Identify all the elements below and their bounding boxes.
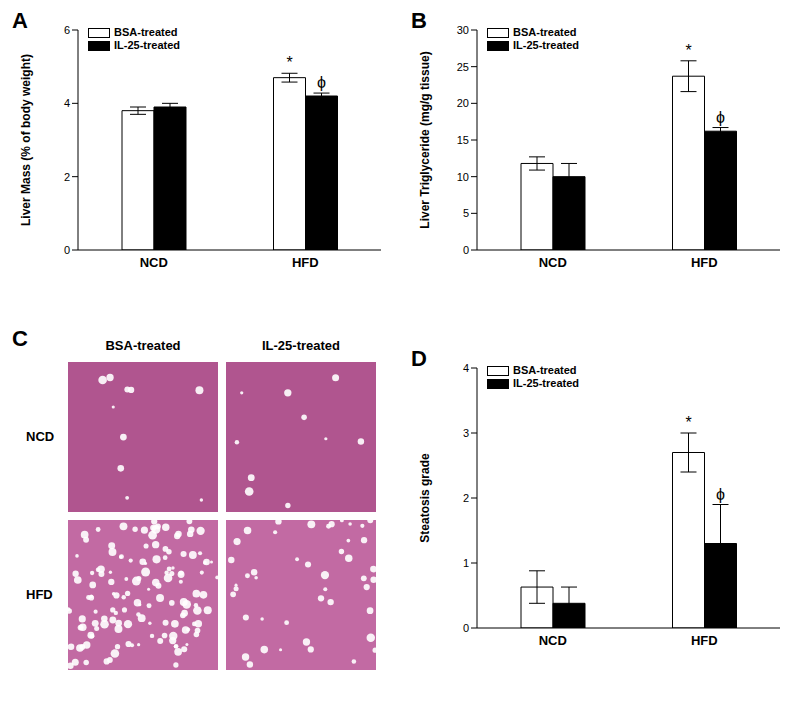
svg-text:NCD: NCD bbox=[539, 255, 567, 270]
svg-text:4: 4 bbox=[64, 97, 70, 109]
svg-text:Liver Triglyceride (mg/g tissu: Liver Triglyceride (mg/g tissue) bbox=[418, 51, 432, 228]
svg-text:1: 1 bbox=[463, 557, 469, 569]
html-text:BSA-treated: BSA-treated bbox=[114, 26, 178, 38]
svg-text:2: 2 bbox=[64, 171, 70, 183]
svg-text:Steatosis grade: Steatosis grade bbox=[418, 453, 432, 543]
svg-text:0: 0 bbox=[463, 244, 469, 256]
svg-text:20: 20 bbox=[457, 97, 469, 109]
html-text:D: D bbox=[411, 346, 427, 371]
svg-text:HFD: HFD bbox=[292, 255, 319, 270]
svg-text:*: * bbox=[286, 54, 292, 71]
svg-text:6: 6 bbox=[64, 24, 70, 36]
svg-text:3: 3 bbox=[463, 427, 469, 439]
svg-text:ϕ: ϕ bbox=[716, 486, 725, 503]
html-text:C: C bbox=[12, 326, 28, 351]
svg-text:ϕ: ϕ bbox=[716, 109, 725, 126]
html-text:BSA-treated: BSA-treated bbox=[513, 26, 577, 38]
svg-text:0: 0 bbox=[463, 622, 469, 634]
svg-text:HFD: HFD bbox=[691, 633, 718, 648]
svg-text:15: 15 bbox=[457, 134, 469, 146]
html-text:IL-25-treated: IL-25-treated bbox=[114, 39, 180, 51]
html-text:A: A bbox=[12, 8, 28, 33]
svg-text:ϕ: ϕ bbox=[317, 74, 326, 91]
svg-text:25: 25 bbox=[457, 61, 469, 73]
svg-text:*: * bbox=[685, 414, 691, 431]
svg-text:0: 0 bbox=[64, 244, 70, 256]
svg-text:30: 30 bbox=[457, 24, 469, 36]
html-text:HFD: HFD bbox=[26, 587, 53, 602]
svg-text:HFD: HFD bbox=[691, 255, 718, 270]
svg-text:10: 10 bbox=[457, 171, 469, 183]
svg-text:NCD: NCD bbox=[140, 255, 168, 270]
html-text:NCD: NCD bbox=[26, 429, 55, 444]
html-text:IL-25-treated: IL-25-treated bbox=[262, 338, 340, 353]
html-text:BSA-treated: BSA-treated bbox=[513, 364, 577, 376]
svg-text:5: 5 bbox=[463, 207, 469, 219]
html-text:IL-25-treated: IL-25-treated bbox=[513, 377, 579, 389]
svg-text:Liver Mass (% of body weight): Liver Mass (% of body weight) bbox=[19, 54, 33, 226]
svg-text:*: * bbox=[685, 42, 691, 59]
html-text:B: B bbox=[411, 8, 427, 33]
html-text:IL-25-treated: IL-25-treated bbox=[513, 39, 579, 51]
svg-text:2: 2 bbox=[463, 492, 469, 504]
svg-text:NCD: NCD bbox=[539, 633, 567, 648]
svg-text:4: 4 bbox=[463, 362, 469, 374]
html-text:BSA-treated: BSA-treated bbox=[105, 338, 181, 353]
